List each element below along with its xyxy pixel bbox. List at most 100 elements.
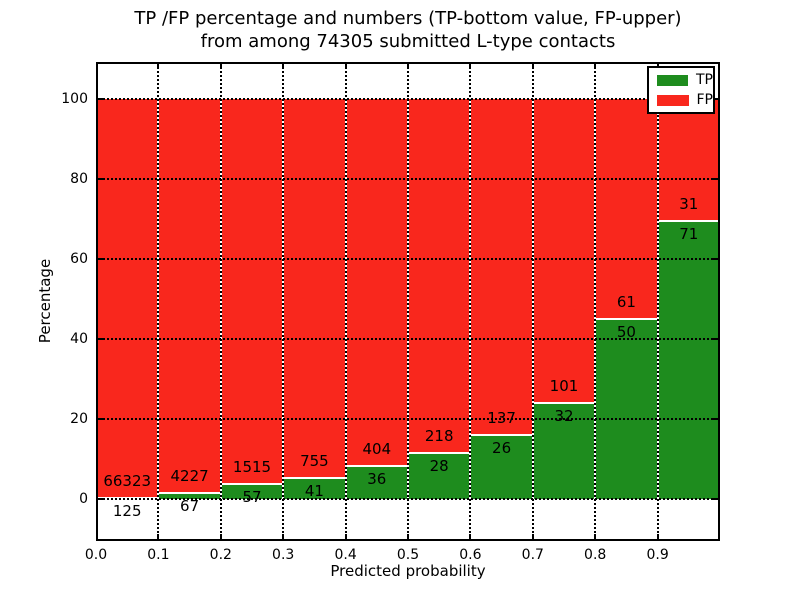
x-tick-label: 0.4 [334, 547, 357, 563]
fp-count-label: 218 [424, 427, 454, 446]
tp-count-label: 50 [616, 322, 636, 341]
y-tick-mark-right [713, 98, 720, 100]
x-tick-mark-top [594, 62, 597, 69]
y-tick-mark-right [713, 338, 720, 340]
chart-title: TP /FP percentage and numbers (TP-bottom… [96, 7, 720, 53]
bar-segment-tp [409, 453, 470, 499]
x-axis-label: Predicted probability [330, 562, 486, 580]
vertical-gridline [282, 62, 285, 541]
x-tick-mark-bottom [282, 534, 285, 541]
bar-segment-tp [284, 478, 345, 499]
fp-count-label: 755 [300, 452, 329, 471]
tp-count-label: 26 [492, 439, 512, 458]
y-tick-mark-right [713, 418, 720, 420]
bar-segment-fp [346, 99, 407, 467]
bar-segment-separator [409, 452, 470, 455]
y-tick-mark-left [96, 418, 103, 420]
y-tick-label: 80 [70, 171, 88, 187]
x-tick-mark-bottom [219, 534, 222, 541]
chart-title-line2: from among 74305 submitted L-type contac… [200, 31, 616, 52]
x-tick-label: 0.3 [272, 547, 295, 563]
x-tick-label: 0.1 [147, 547, 170, 563]
bar-segment-tp [658, 220, 719, 499]
x-tick-mark-top [656, 62, 659, 69]
x-tick-mark-bottom [531, 534, 534, 541]
x-tick-mark-bottom [594, 534, 597, 541]
bar-segment-separator [221, 483, 283, 486]
x-tick-mark-top [344, 62, 347, 69]
vertical-gridline [594, 62, 597, 541]
bar-segment-fp [533, 99, 595, 403]
x-tick-label: 0.6 [459, 547, 482, 563]
x-tick-label: 0.0 [84, 547, 108, 563]
legend: TP FP [647, 66, 715, 114]
tp-count-label: 36 [367, 470, 387, 489]
vertical-gridline [469, 62, 472, 541]
y-tick-mark-right [713, 258, 720, 260]
x-tick-label: 0.8 [584, 547, 607, 563]
y-tick-mark-left [96, 178, 103, 180]
tp-count-label: 71 [679, 224, 699, 243]
bar-segment-fp [471, 99, 532, 436]
fp-count-label: 31 [679, 194, 699, 213]
y-tick-mark-left [96, 498, 103, 500]
bar-segment-tp [471, 435, 532, 499]
bar-segment-fp [159, 99, 220, 493]
bar-segment-fp [97, 99, 158, 499]
x-tick-mark-bottom [656, 534, 659, 541]
vertical-gridline [407, 62, 409, 541]
vertical-gridline [656, 62, 659, 541]
y-tick-mark-right [713, 498, 720, 500]
vertical-gridline [157, 62, 160, 541]
tp-count-label: 67 [180, 496, 200, 515]
y-tick-mark-left [96, 258, 103, 260]
fp-count-label: 101 [549, 376, 579, 395]
bar-segment-separator [284, 477, 345, 480]
tp-count-label: 125 [112, 502, 142, 521]
y-tick-mark-left [96, 338, 103, 340]
x-tick-label: 0.9 [646, 547, 669, 563]
fp-count-label: 66323 [103, 472, 152, 491]
fp-count-label: 1515 [232, 458, 272, 477]
bar-segment-tp [221, 484, 283, 499]
legend-entry: TP [657, 72, 713, 88]
y-tick-mark-right [713, 178, 720, 180]
bar-segment-separator [159, 491, 220, 494]
tp-count-label: 41 [304, 482, 324, 501]
vertical-gridline [219, 62, 222, 541]
bar-segment-fp [221, 99, 283, 485]
x-tick-mark-top [219, 62, 222, 69]
vertical-gridline [531, 62, 534, 541]
bar-segment-separator [346, 465, 407, 468]
fp-count-label: 404 [362, 440, 392, 459]
bar-segment-fp [284, 99, 345, 479]
x-tick-mark-top [157, 62, 160, 69]
legend-swatch-tp [657, 74, 688, 86]
tp-count-label: 57 [242, 488, 262, 507]
tp-count-label: 28 [429, 457, 449, 476]
bar-segment-tp [346, 466, 407, 499]
plot-area: 66323 125 4227 67 1515 57 755 41 404 36 218 28 137 26… [96, 62, 720, 541]
x-tick-mark-bottom [407, 534, 409, 541]
legend-label-fp: FP [696, 91, 714, 108]
tp-count-label: 32 [554, 406, 574, 425]
y-tick-label: 60 [70, 251, 88, 267]
y-tick-mark-left [96, 98, 103, 100]
x-tick-label: 0.7 [521, 547, 544, 563]
bar-segment-fp [596, 99, 657, 319]
vertical-gridline [344, 62, 347, 541]
legend-swatch-fp [657, 94, 689, 106]
fp-count-label: 61 [616, 292, 636, 311]
fp-count-label: 137 [487, 409, 516, 428]
bar-segment-separator [471, 434, 532, 437]
x-tick-mark-top [469, 62, 472, 69]
y-tick-label: 20 [70, 411, 88, 427]
y-tick-label: 100 [61, 91, 88, 107]
bar-segment-tp [596, 318, 657, 499]
x-tick-mark-top [282, 62, 285, 69]
x-tick-mark-bottom [96, 534, 98, 541]
x-tick-mark-top [407, 62, 409, 69]
x-tick-label: 0.5 [396, 547, 420, 563]
bar-segment-fp [409, 99, 470, 454]
